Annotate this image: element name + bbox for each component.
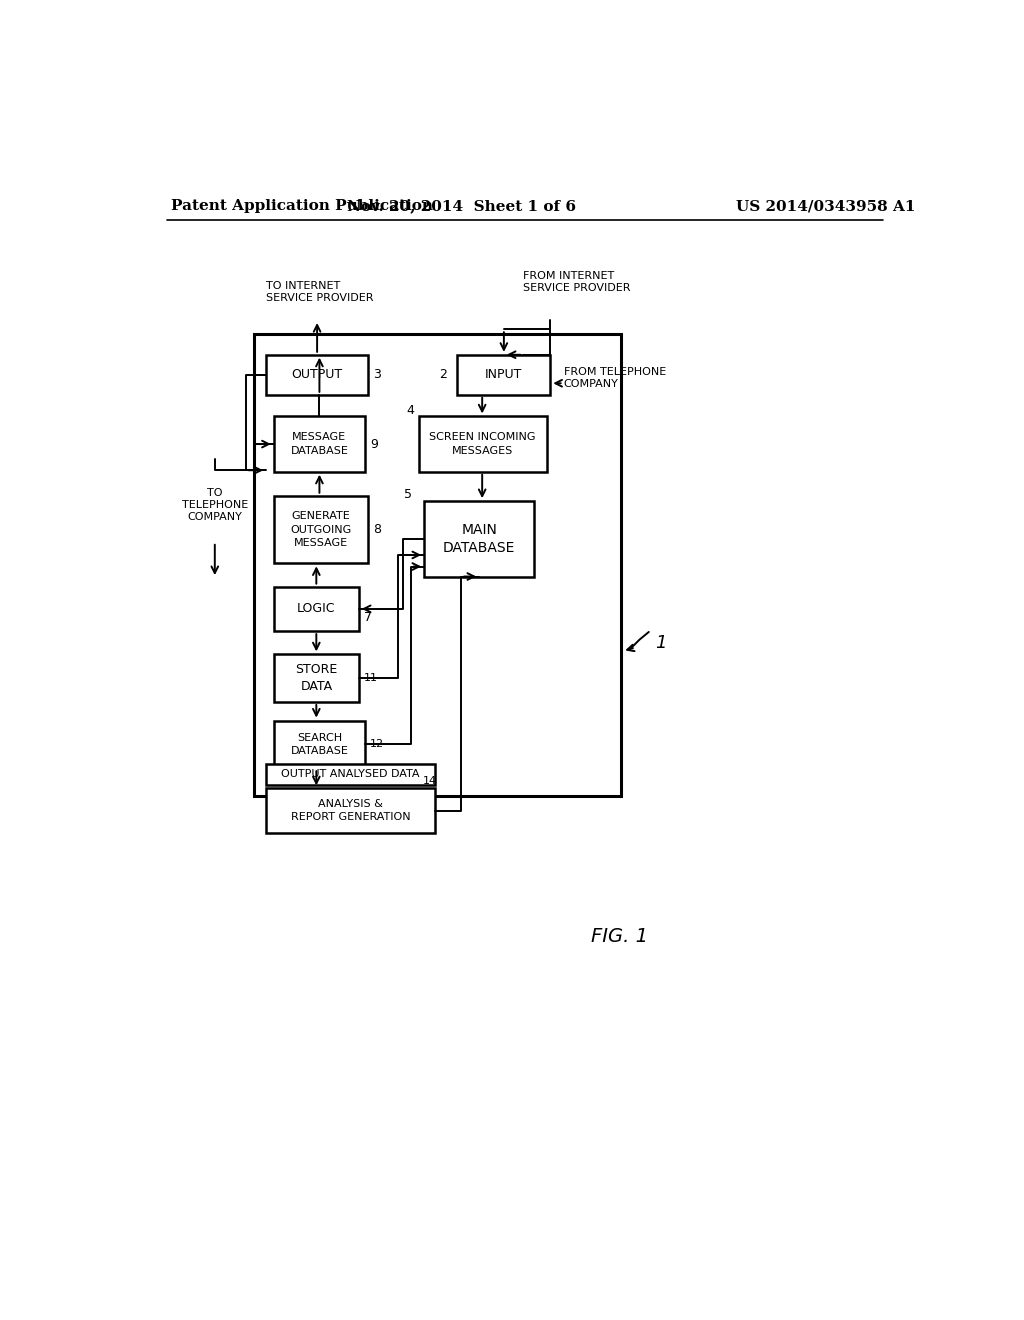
Text: 4: 4: [407, 404, 414, 417]
Bar: [266, 788, 435, 833]
Bar: [458, 355, 550, 395]
Bar: [424, 502, 535, 577]
Text: ANALYSIS &
REPORT GENERATION: ANALYSIS & REPORT GENERATION: [291, 799, 411, 822]
Text: GENERATE
OUTGOING
MESSAGE: GENERATE OUTGOING MESSAGE: [291, 511, 351, 548]
Text: FROM TELEPHONE
COMPANY: FROM TELEPHONE COMPANY: [563, 367, 666, 389]
Bar: [273, 721, 366, 768]
Text: OUTPUT ANALYSED DATA: OUTPUT ANALYSED DATA: [282, 770, 420, 779]
Text: Patent Application Publication: Patent Application Publication: [171, 199, 432, 213]
Text: US 2014/0343958 A1: US 2014/0343958 A1: [736, 199, 915, 213]
Bar: [273, 496, 369, 564]
Text: SCREEN INCOMING
MESSAGES: SCREEN INCOMING MESSAGES: [429, 433, 536, 455]
Text: LOGIC: LOGIC: [297, 602, 336, 615]
Text: TO
TELEPHONE
COMPANY: TO TELEPHONE COMPANY: [181, 487, 248, 523]
Text: TO INTERNET
SERVICE PROVIDER: TO INTERNET SERVICE PROVIDER: [266, 281, 374, 304]
Text: 11: 11: [364, 673, 378, 684]
Text: 14: 14: [423, 776, 437, 785]
Text: FIG. 1: FIG. 1: [592, 927, 648, 945]
Text: 9: 9: [370, 437, 378, 450]
Bar: [266, 763, 435, 785]
Text: MESSAGE
DATABASE: MESSAGE DATABASE: [291, 433, 348, 455]
Bar: [273, 586, 359, 631]
Text: 2: 2: [438, 368, 446, 381]
Text: 7: 7: [364, 611, 372, 624]
Bar: [266, 355, 369, 395]
Text: MAIN
DATABASE: MAIN DATABASE: [443, 523, 515, 554]
Text: 8: 8: [373, 523, 381, 536]
Text: SEARCH
DATABASE: SEARCH DATABASE: [291, 733, 348, 756]
Bar: [419, 416, 547, 471]
Text: OUTPUT: OUTPUT: [292, 368, 343, 381]
Bar: [273, 416, 366, 471]
Text: FROM INTERNET
SERVICE PROVIDER: FROM INTERNET SERVICE PROVIDER: [523, 271, 631, 293]
Text: 1: 1: [655, 635, 667, 652]
Text: INPUT: INPUT: [485, 368, 522, 381]
Text: 3: 3: [373, 368, 381, 381]
Bar: [254, 334, 621, 796]
Bar: [273, 655, 359, 702]
Text: 5: 5: [404, 488, 413, 502]
Text: STORE
DATA: STORE DATA: [295, 663, 338, 693]
Text: 12: 12: [370, 739, 384, 750]
Text: Nov. 20, 2014  Sheet 1 of 6: Nov. 20, 2014 Sheet 1 of 6: [347, 199, 575, 213]
